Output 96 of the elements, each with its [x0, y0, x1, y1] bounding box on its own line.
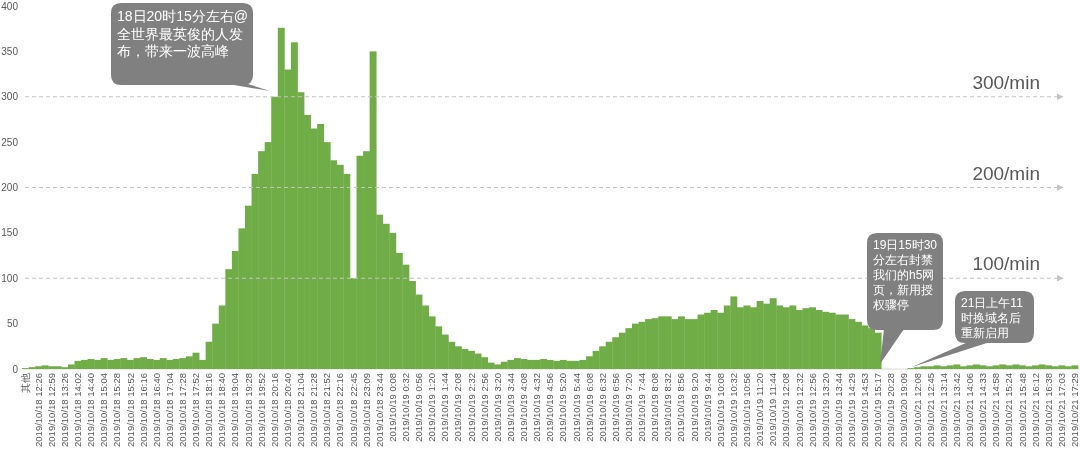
x-tick-label: 2019/10/18 15:28	[111, 373, 123, 447]
x-tick-label: 2019/10/18 23:09	[360, 373, 372, 447]
x-tick-label: 2019/10/19 14:53	[859, 373, 871, 447]
x-tick-label: 2019/10/21 15:48	[1016, 373, 1028, 447]
y-tick-label: 200	[1, 182, 19, 193]
x-tick-label: 2019/10/18 21:04	[295, 373, 307, 447]
x-tick-label: 2019/10/21 16:12	[1029, 373, 1041, 447]
x-tick-label: 2019/10/19 0:56	[413, 373, 425, 442]
x-tick-label: 2019/10/21 14:33	[977, 373, 989, 447]
x-tick-label: 2019/10/18 20:40	[281, 373, 293, 447]
x-tick-label: 2019/10/21 17:29	[1069, 373, 1080, 447]
x-tick-label: 2019/10/18 14:02	[72, 373, 84, 447]
x-tick-label: 2019/10/19 2:32	[465, 373, 477, 442]
x-tick-label: 2019/10/18 14:40	[85, 373, 97, 447]
x-tick-label: 其他	[19, 373, 31, 393]
x-tick-label: 2019/10/19 4:32	[531, 373, 543, 442]
x-tick-label: 2019/10/18 22:16	[334, 373, 346, 447]
x-tick-label: 2019/10/18 15:52	[124, 373, 136, 447]
x-tick-label: 2019/10/19 8:08	[649, 373, 661, 442]
x-tick-label: 2019/10/19 13:44	[832, 373, 844, 447]
x-tick-label: 2019/10/19 9:44	[701, 373, 713, 442]
x-tick-label: 2019/10/18 17:28	[177, 373, 188, 447]
x-tick-label: 2019/10/19 11:44	[767, 373, 779, 447]
x-tick-label: 2019/10/19 10:08	[714, 373, 726, 447]
x-tick-label: 2019/10/18 13:26	[58, 373, 70, 447]
x-tick-label: 2019/10/19 0:32	[400, 373, 411, 442]
x-tick-label: 2019/10/19 12:08	[780, 373, 792, 447]
x-tick-label: 2019/10/19 1:20	[426, 373, 438, 442]
x-tick-label: 2019/10/18 20:16	[268, 373, 280, 447]
x-tick-label: 2019/10/19 5:44	[570, 373, 582, 442]
y-tick-label: 150	[1, 227, 19, 239]
x-tick-label: 2019/10/21 12:08	[911, 373, 923, 447]
y-tick-label: 300	[1, 91, 19, 103]
x-tick-label: 2019/10/18 12:26	[32, 373, 44, 447]
x-tick-label: 2019/10/19 2:56	[478, 373, 490, 442]
x-tick-label: 2019/10/21 13:14	[937, 373, 949, 447]
x-tick-label: 2019/10/21 14:58	[990, 373, 1002, 447]
x-tick-label: 2019/10/21 13:42	[950, 373, 962, 447]
x-tick-label: 2019/10/19 1:44	[439, 373, 451, 442]
x-tick-label: 2019/10/18 18:40	[216, 373, 228, 447]
x-tick-label: 2019/10/19 5:20	[557, 373, 569, 442]
x-tick-label: 2019/10/21 17:03	[1055, 373, 1067, 447]
x-tick-label: 2019/10/19 15:17	[872, 373, 884, 447]
x-tick-label: 2019/10/19 7:20	[623, 373, 635, 442]
x-tick-label: 2019/10/19 4:08	[518, 373, 530, 442]
annotation: 18日20时15分左右@全世界最英俊的人发布，带来一波高峰	[117, 8, 248, 61]
x-tick-label: 2019/10/19 20:28	[885, 373, 897, 447]
y-tick-label: 0	[12, 363, 19, 375]
x-tick-label: 2019/10/18 16:40	[150, 373, 162, 447]
x-tick-label: 2019/10/19 7:44	[636, 373, 648, 442]
y-tick-label: 400	[1, 0, 19, 12]
x-tick-label: 2019/10/19 3:44	[504, 373, 516, 442]
x-tick-label: 2019/10/18 17:52	[190, 373, 202, 447]
x-tick-label: 2019/10/21 14:06	[964, 373, 976, 447]
x-tick-label: 2019/10/18 18:16	[203, 373, 215, 447]
x-tick-label: 2019/10/18 12:59	[45, 373, 57, 447]
ref-line-label: 300/min	[972, 71, 1040, 93]
x-tick-label: 2019/10/18 17:04	[163, 373, 175, 447]
x-tick-label: 2019/10/18 16:16	[137, 373, 149, 447]
x-tick-label: 2019/10/18 15:04	[98, 373, 110, 447]
x-tick-label: 2019/10/19 14:29	[846, 373, 858, 447]
y-tick-label: 100	[1, 272, 19, 284]
x-tick-label: 2019/10/19 0:08	[386, 373, 398, 442]
x-tick-label: 2019/10/19 6:32	[596, 373, 608, 442]
x-tick-label: 2019/10/18 23:44	[373, 373, 385, 447]
ref-line-label: 200/min	[972, 162, 1040, 184]
x-tick-label: 2019/10/19 8:56	[675, 373, 687, 442]
x-tick-label: 2019/10/19 6:56	[609, 373, 621, 442]
x-tick-label: 2019/10/19 13:20	[819, 373, 831, 447]
x-tick-label: 2019/10/19 9:20	[688, 373, 700, 442]
x-tick-label: 2019/10/19 10:32	[727, 373, 739, 447]
x-tick-label: 2019/10/18 19:52	[255, 373, 267, 447]
x-tick-label: 2019/10/19 10:56	[741, 373, 753, 447]
x-tick-label: 2019/10/19 6:08	[583, 373, 595, 442]
x-tick-label: 2019/10/19 11:20	[754, 373, 766, 447]
y-tick-label: 50	[6, 318, 19, 330]
annotation: 19日15时30分左右封禁我们的h5网页，新用授权骤停	[873, 238, 938, 313]
x-tick-label: 2019/10/19 12:32	[793, 373, 805, 447]
x-tick-label: 2019/10/18 21:52	[321, 373, 333, 447]
x-tick-label: 2019/10/18 22:45	[347, 373, 359, 447]
x-tick-label: 2019/10/19 4:56	[544, 373, 556, 442]
x-tick-label: 2019/10/19 12:56	[806, 373, 818, 447]
y-tick-label: 250	[1, 136, 19, 148]
x-tick-label: 2019/10/20 19:09	[898, 373, 910, 447]
x-tick-label: 2019/10/21 12:45	[924, 373, 936, 447]
x-tick-label: 2019/10/18 19:04	[229, 373, 241, 447]
x-tick-label: 2019/10/21 16:38	[1042, 373, 1054, 447]
x-tick-label: 2019/10/21 15:24	[1003, 373, 1015, 447]
x-tick-label: 2019/10/19 8:32	[662, 373, 674, 442]
x-tick-label: 2019/10/19 3:20	[491, 373, 503, 442]
x-tick-label: 2019/10/18 21:28	[308, 373, 320, 447]
ref-line-label: 100/min	[972, 253, 1040, 275]
annotation: 21日上午11时换域名后重新启用	[961, 296, 1024, 341]
x-tick-label: 2019/10/18 19:28	[242, 373, 254, 447]
y-tick-label: 350	[1, 45, 19, 57]
x-tick-label: 2019/10/19 2:08	[452, 373, 464, 442]
